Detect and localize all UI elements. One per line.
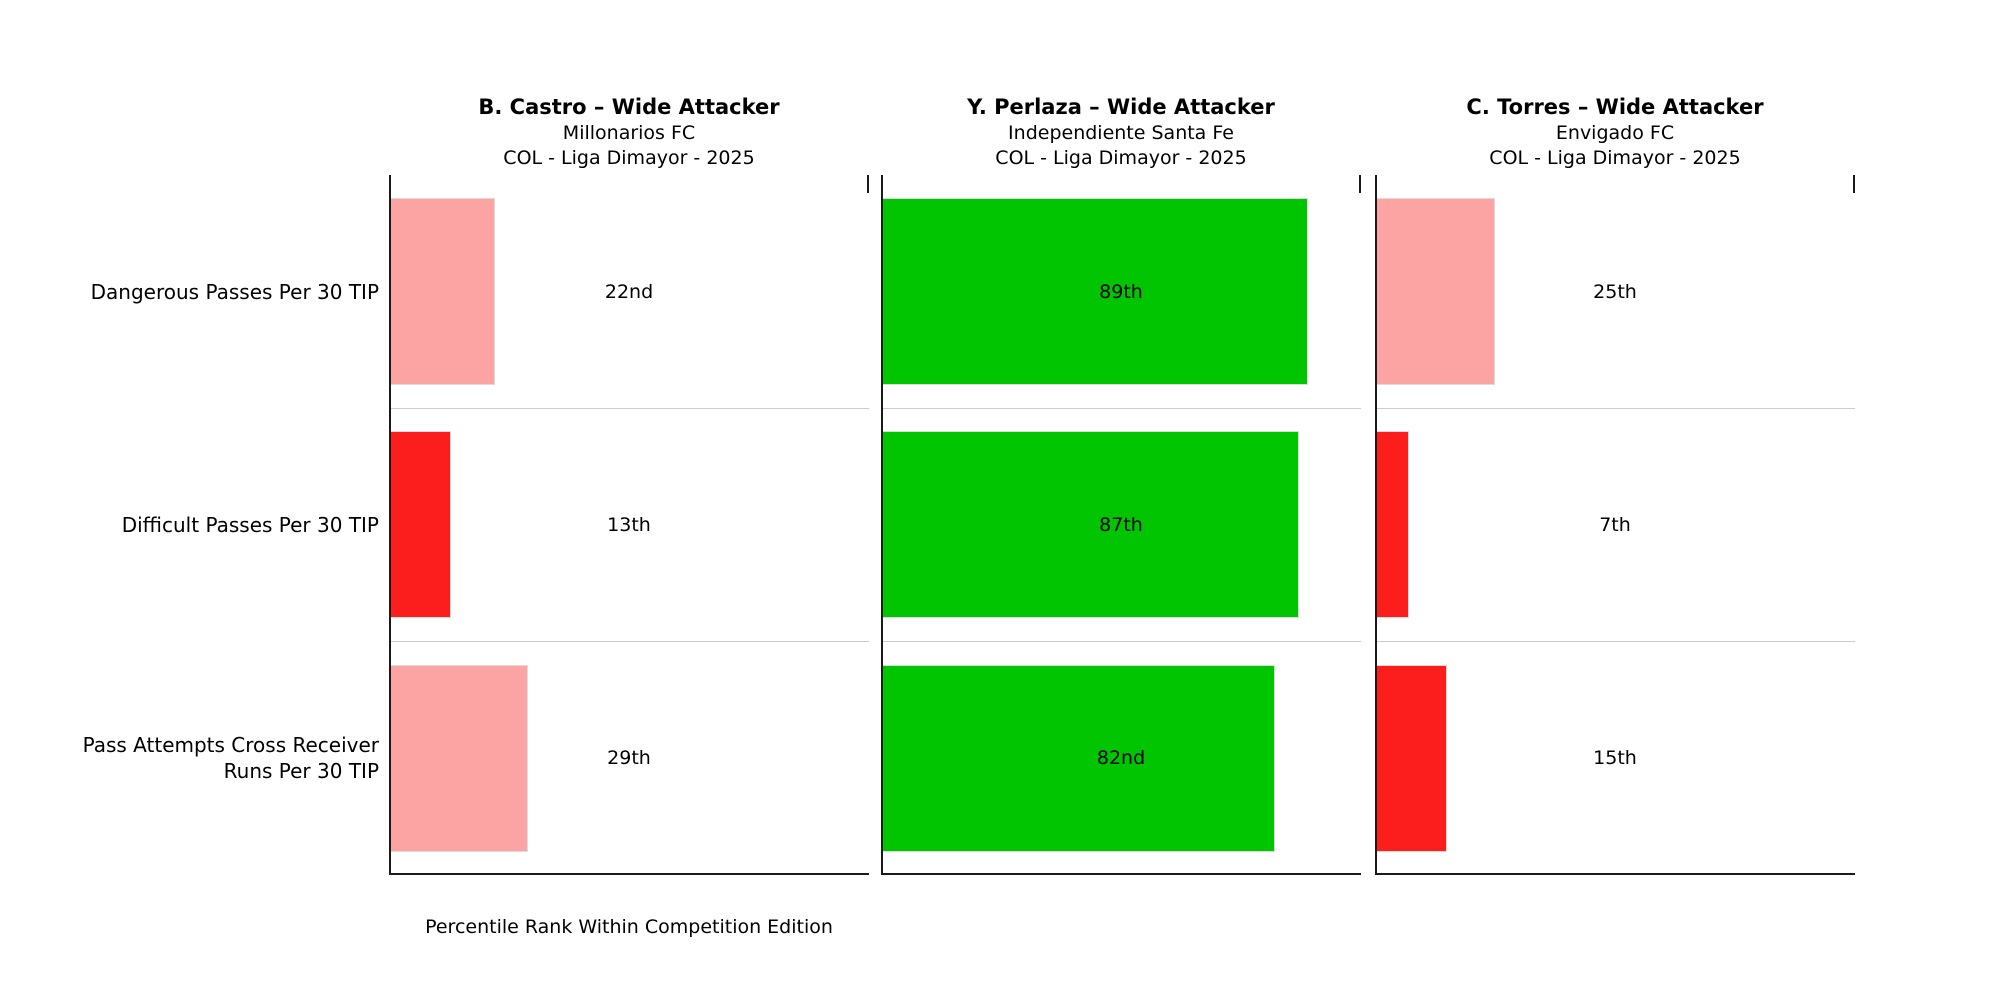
row-separator-line: [389, 641, 869, 642]
percentile-value-label: 15th: [1593, 747, 1637, 770]
row-separator-line: [881, 641, 1361, 642]
y-axis-spine: [881, 175, 883, 875]
competition-label: COL - Liga Dimayor - 2025: [1489, 147, 1741, 169]
top-right-tick: [1853, 175, 1855, 193]
panel-title-block: B. Castro – Wide Attacker Millonarios FC…: [389, 94, 869, 171]
player-name-title: Y. Perlaza – Wide Attacker: [967, 95, 1275, 119]
panel-title-block: Y. Perlaza – Wide Attacker Independiente…: [881, 94, 1361, 171]
metric-label-difficult-passes: Difficult Passes Per 30 TIP: [121, 512, 379, 537]
panel-c-torres: C. Torres – Wide Attacker Envigado FC CO…: [1375, 0, 1855, 1000]
percentile-value-label: 89th: [1099, 280, 1143, 303]
player-name-title: C. Torres – Wide Attacker: [1466, 95, 1764, 119]
percentile-bar: [389, 664, 529, 852]
percentile-bar: [881, 664, 1275, 852]
percentile-bar: [881, 431, 1299, 619]
y-axis-spine: [389, 175, 391, 875]
percentile-bar: [881, 198, 1309, 385]
percentile-bar: [389, 198, 495, 385]
bar-row: 87th: [881, 408, 1361, 641]
percentile-value-label: 13th: [607, 513, 651, 536]
metric-labels-column: Dangerous Passes Per 30 TIP Difficult Pa…: [0, 175, 385, 875]
panel-y-perlaza: Y. Perlaza – Wide Attacker Independiente…: [881, 0, 1361, 1000]
axes-area: 89th 87th 82nd: [881, 175, 1361, 875]
x-axis-spine: [1375, 873, 1855, 875]
team-name: Envigado FC: [1555, 122, 1675, 144]
metric-label-dangerous-passes: Dangerous Passes Per 30 TIP: [90, 279, 379, 304]
row-separator-line: [881, 408, 1361, 409]
y-axis-spine: [1375, 175, 1377, 875]
bar-row: 22nd: [389, 175, 869, 408]
row-separator-line: [1375, 641, 1855, 642]
percentile-value-label: 29th: [607, 747, 651, 770]
panel-title-block: C. Torres – Wide Attacker Envigado FC CO…: [1375, 94, 1855, 171]
metric-label-pass-attempts-cross-receiver-runs: Pass Attempts Cross Receiver Runs Per 30…: [82, 733, 379, 784]
row-separator-line: [1375, 408, 1855, 409]
top-right-tick: [1359, 175, 1361, 193]
top-right-tick: [867, 175, 869, 193]
percentile-value-label: 7th: [1599, 513, 1631, 536]
competition-label: COL - Liga Dimayor - 2025: [995, 147, 1247, 169]
bar-row: 82nd: [881, 642, 1361, 875]
percentile-bar: [389, 431, 452, 619]
x-axis-spine: [389, 873, 869, 875]
panel-b-castro: B. Castro – Wide Attacker Millonarios FC…: [389, 0, 869, 1000]
bar-row: 13th: [389, 408, 869, 641]
bar-row: 15th: [1375, 642, 1855, 875]
competition-label: COL - Liga Dimayor - 2025: [503, 147, 755, 169]
x-axis-label: Percentile Rank Within Competition Editi…: [425, 916, 833, 938]
percentile-value-label: 87th: [1099, 513, 1143, 536]
bar-row: 7th: [1375, 408, 1855, 641]
team-name: Millonarios FC: [562, 122, 696, 144]
bar-row: 89th: [881, 175, 1361, 408]
team-name: Independiente Santa Fe: [1008, 122, 1234, 144]
x-axis-spine: [881, 873, 1361, 875]
axes-area: 25th 7th 15th: [1375, 175, 1855, 875]
percentile-value-label: 25th: [1593, 280, 1637, 303]
percentile-value-label: 22nd: [604, 280, 654, 303]
bar-row: 25th: [1375, 175, 1855, 408]
bar-row: 29th: [389, 642, 869, 875]
axes-area: 22nd 13th 29th: [389, 175, 869, 875]
percentile-bar: [1375, 664, 1447, 852]
percentile-value-label: 82nd: [1096, 747, 1146, 770]
player-name-title: B. Castro – Wide Attacker: [478, 95, 780, 119]
row-separator-line: [389, 408, 869, 409]
